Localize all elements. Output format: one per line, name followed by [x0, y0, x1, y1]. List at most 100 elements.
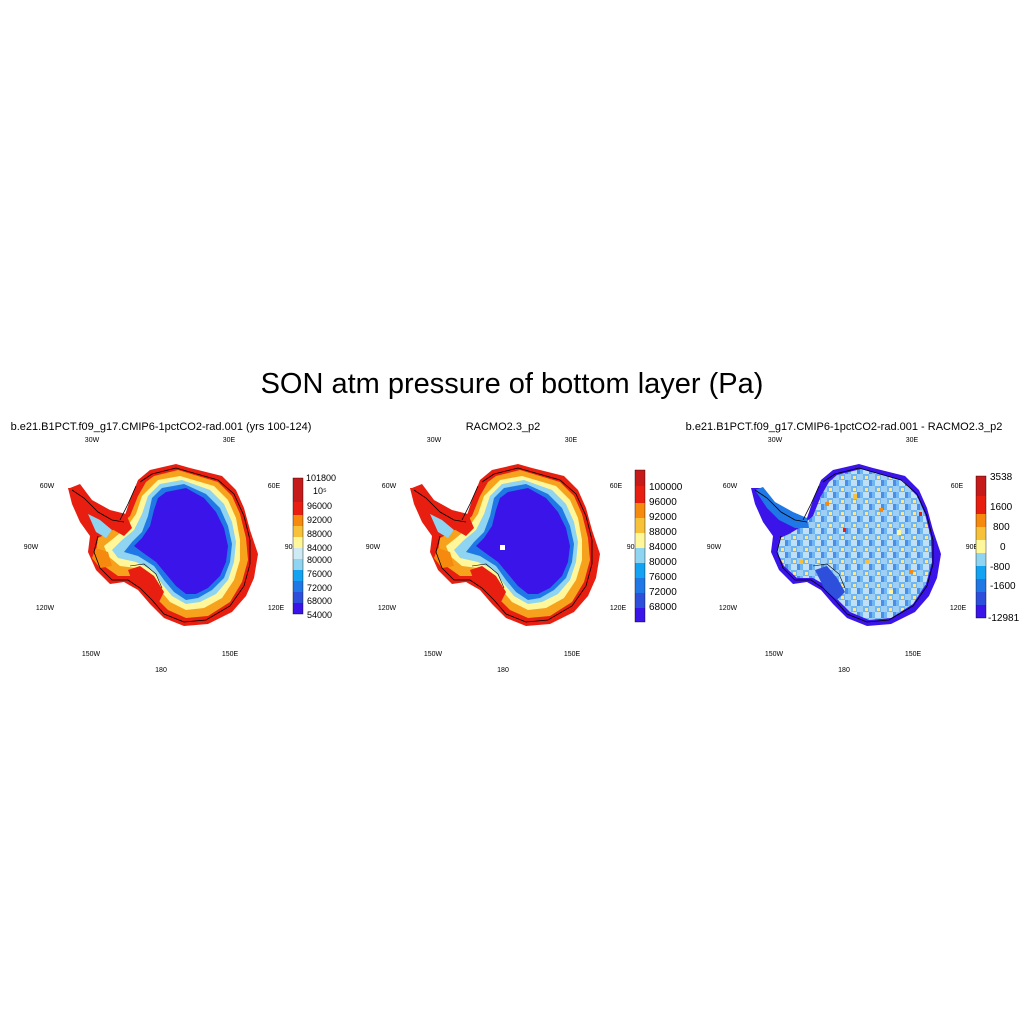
lon-label-60e: 60E [951, 483, 964, 490]
panel-3: b.e21.B1PCT.f09_g17.CMIP6-1pctCO2-rad.00… [686, 421, 1020, 674]
panel-1-cbar-swatch-7 [293, 526, 303, 537]
lon-label-180: 180 [155, 667, 167, 674]
panel-1-cbar-label-10: 54000 [307, 610, 332, 620]
panel-1-cbar-label-5: 84000 [307, 543, 332, 553]
panel-1-cbar-label-9: 68000 [307, 596, 332, 606]
panel-2-pole-gap [500, 545, 505, 550]
lon-label-30w: 30W [768, 437, 783, 444]
panel-2-cbar-swatch-0 [635, 608, 645, 622]
panel-2-cbar-label-8: 68000 [649, 602, 677, 613]
panel-3-cbar-swatch-4 [976, 553, 986, 566]
lon-label-90e: 90E [627, 544, 640, 551]
panel-1-cbar-swatch-0 [293, 603, 303, 614]
panel-1-cbar-swatch-3 [293, 570, 303, 581]
lon-label-180: 180 [838, 667, 850, 674]
panel-2-cbar-swatch-5 [635, 533, 645, 548]
panel-2-coastline [413, 467, 593, 623]
panel-3-cbar-label-1: 1600 [990, 502, 1013, 513]
lon-label-180: 180 [497, 667, 509, 674]
panel-1-interior [134, 488, 228, 594]
lon-label-30e: 30E [906, 437, 919, 444]
panel-2-cbar-outline [634, 469, 646, 623]
lon-label-90w: 90W [366, 544, 381, 551]
panel-1-cbar-swatch-6 [293, 537, 303, 548]
panel-1-cbar-swatch-5 [293, 548, 303, 559]
panel-1-cbar-label-4: 88000 [307, 529, 332, 539]
lon-label-120w: 120W [378, 605, 397, 612]
lon-label-30w: 30W [85, 437, 100, 444]
panel-1-cbar-swatch-2 [293, 581, 303, 592]
panel-1-peninsula-blue [88, 514, 112, 538]
panel-3-anomaly-field [777, 469, 932, 620]
lon-label-30e: 30E [565, 437, 578, 444]
lon-label-60e: 60E [610, 483, 623, 490]
lon-label-60w: 60W [382, 483, 397, 490]
panel-2-cbar-swatch-4 [635, 548, 645, 563]
lon-label-120w: 120W [36, 605, 55, 612]
panel-2-interior [476, 488, 570, 594]
panel-1-title: b.e21.B1PCT.f09_g17.CMIP6-1pctCO2-rad.00… [11, 421, 312, 433]
panel-3-title: b.e21.B1PCT.f09_g17.CMIP6-1pctCO2-rad.00… [686, 421, 1003, 433]
lon-label-150w: 150W [82, 651, 101, 658]
panel-2-peninsula-blue [430, 514, 454, 538]
panel-1-cbar-swatch-8 [293, 515, 303, 526]
panel-2-cbar-swatch-9 [635, 470, 645, 486]
lon-label-150w: 150W [765, 651, 784, 658]
panel-1-cbar-outline [292, 477, 304, 615]
lon-label-90e: 90E [285, 544, 298, 551]
panel-1-cbar-label-3: 92000 [307, 515, 332, 525]
lon-label-60w: 60W [723, 483, 738, 490]
panel-2-cbar-label-2: 92000 [649, 512, 677, 523]
panel-2-cbar-label-4: 84000 [649, 542, 677, 553]
lon-label-90w: 90W [24, 544, 39, 551]
panel-1-ross-red [128, 566, 164, 604]
lon-label-150e: 150E [222, 651, 239, 658]
panel-3-coastline [754, 467, 934, 623]
panel-1-weddell-orange [92, 548, 112, 568]
panel-2-coast-inner [471, 563, 505, 589]
panel-2-peninsula-red [412, 484, 474, 536]
panel-3-map [751, 464, 941, 626]
panel-3-cbar-label-6: -12981 [988, 613, 1020, 624]
lon-label-150w: 150W [424, 651, 443, 658]
panel-3-cbar-label-4: -800 [990, 562, 1010, 573]
panel-1-lon-labels: 30W 30E 60W 60E 90W 90E 120W 120E 150W 1… [24, 437, 298, 674]
figure-title: SON atm pressure of bottom layer (Pa) [260, 368, 764, 400]
lon-label-60w: 60W [40, 483, 55, 490]
panel-1-cbar-label-7: 76000 [307, 569, 332, 579]
panel-1-cbar-swatch-9 [293, 502, 303, 515]
panel-2-ross-red [470, 566, 506, 604]
panel-1: b.e21.B1PCT.f09_g17.CMIP6-1pctCO2-rad.00… [11, 421, 336, 674]
panel-1-coastline [71, 467, 251, 623]
panel-1-cbar-label-6: 80000 [307, 555, 332, 565]
panel-2-cbar-label-3: 88000 [649, 527, 677, 538]
panel-2-cbar-swatch-6 [635, 518, 645, 533]
panel-2-colorbar: 100000 96000 92000 88000 84000 80000 760… [634, 469, 683, 623]
panel-1-colorbar: 101800 10⁵ 96000 92000 88000 84000 80000… [292, 473, 336, 620]
panel-3-anomaly-speckles [799, 494, 922, 594]
panel-3-cbar-swatch-5 [976, 540, 986, 553]
panel-3-cbar-swatch-8 [976, 496, 986, 514]
panel-2-cbar-label-5: 80000 [649, 557, 677, 568]
panel-3-cbar-swatch-9 [976, 476, 986, 496]
panel-2-cbar-label-6: 76000 [649, 572, 677, 583]
panel-1-peninsula-red [70, 484, 132, 536]
lon-label-120e: 120E [950, 605, 967, 612]
lon-label-90w: 90W [707, 544, 722, 551]
lon-label-120e: 120E [268, 605, 285, 612]
panel-2-lon-labels: 30W 30E 60W 60E 90W 90E 120W 120E 150W 1… [366, 437, 640, 674]
panel-1-coast-inner [129, 563, 163, 589]
panel-3-cbar-label-5: -1600 [990, 581, 1016, 592]
panel-3-cbar-label-2: 800 [993, 522, 1010, 533]
panel-1-cbar-swatch-1 [293, 592, 303, 603]
panel-3-cbar-swatch-2 [976, 579, 986, 592]
panel-2-map [410, 464, 600, 626]
panel-3-lon-labels: 30W 30E 60W 60E 90W 90E 120W 120E 150W 1… [707, 437, 979, 674]
panel-2-cbar-label-1: 96000 [649, 497, 677, 508]
panel-3-peninsula-field [755, 487, 809, 528]
panel-3-cbar-swatch-1 [976, 592, 986, 605]
lon-label-60e: 60E [268, 483, 281, 490]
panel-2-cbar-label-7: 72000 [649, 587, 677, 598]
panel-3-cbar-swatch-7 [976, 514, 986, 527]
lon-label-120e: 120E [610, 605, 627, 612]
